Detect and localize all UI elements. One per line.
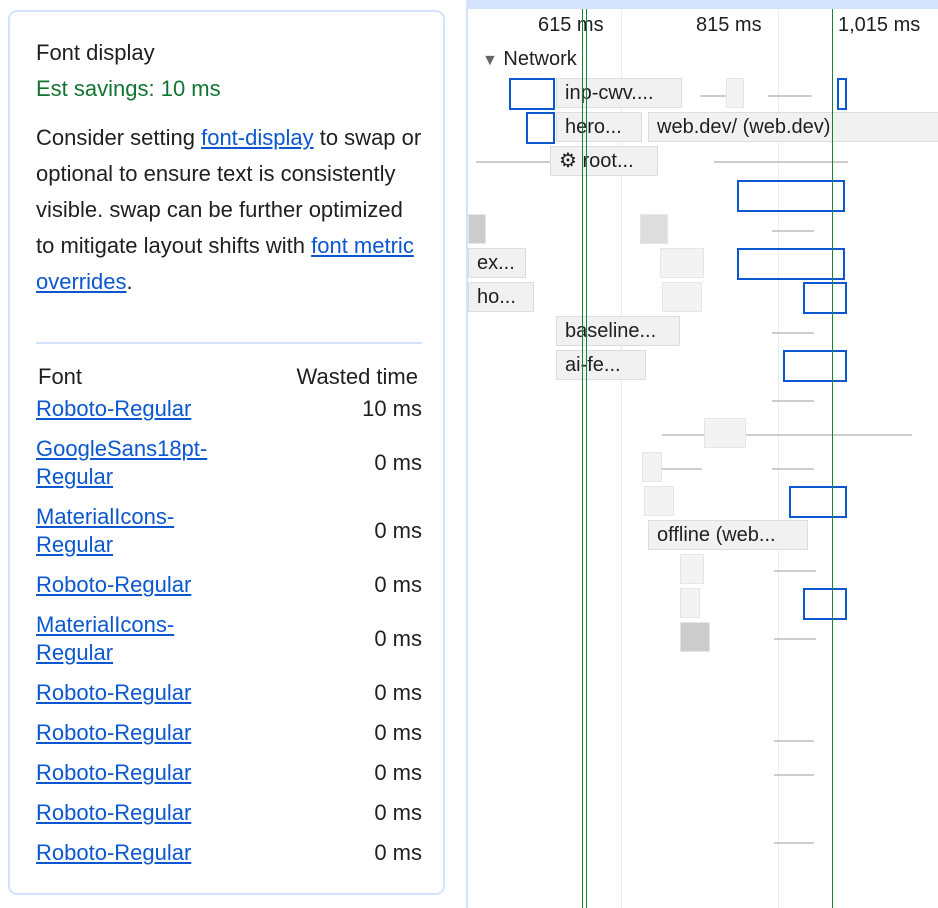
header-font: Font [38,364,83,389]
wasted-time: 0 ms [374,450,422,475]
font-request-highlight[interactable] [526,112,555,144]
gridline [621,9,622,908]
request-bar[interactable] [640,214,668,244]
request-whisker [772,230,814,232]
marker-line [832,9,833,908]
insight-panel: Font display Est savings: 10 ms Consider… [8,10,445,895]
font-request-highlight[interactable] [737,248,845,280]
request-bar[interactable]: inp-cwv.... [556,78,682,108]
font-display-link[interactable]: font-display [201,125,314,150]
insight-description: Consider setting font-display to swap or… [36,120,426,300]
desc-text: Consider setting [36,125,202,150]
request-bar[interactable] [644,486,674,516]
request-bar[interactable] [468,214,486,244]
marker-line [582,9,583,908]
overview-strip[interactable] [468,0,938,9]
request-bar[interactable]: ai-fe... [556,350,646,380]
wasted-time: 0 ms [374,680,422,705]
wasted-time: 0 ms [374,800,422,825]
request-bar[interactable] [680,554,704,584]
table-row: GoogleSans18pt-Regular 0 ms [36,435,422,491]
network-track-header[interactable]: ▼ Network [482,48,577,71]
desc-text: to swap or optional to ensure text is co… [36,125,422,258]
table-row: MaterialIcons-Regular 0 ms [36,503,422,559]
request-whisker [774,842,814,844]
request-whisker [700,95,728,97]
font-link[interactable]: Roboto-Regular [36,760,192,785]
wasted-time: 0 ms [374,720,422,745]
divider [36,342,422,344]
tick-label: 815 ms [696,14,762,36]
font-link[interactable]: Roboto-Regular [36,572,192,597]
request-whisker [662,434,912,436]
table-row: Roboto-Regular 0 ms [36,679,422,707]
request-bar[interactable]: ex... [468,248,526,278]
request-bar[interactable]: ho... [468,282,534,312]
timeline[interactable]: 615 ms 815 ms 1,015 ms ▼ Network inp-cwv… [466,0,938,908]
request-bar[interactable] [662,282,702,312]
marker-line [586,9,587,908]
request-bar[interactable]: web.dev/ (web.dev) [648,112,938,142]
table-row: Roboto-Regular 0 ms [36,839,422,867]
wasted-time: 10 ms [362,396,422,421]
request-bar[interactable]: baseline... [556,316,680,346]
request-whisker [774,638,816,640]
table-row: Roboto-Regular 0 ms [36,571,422,599]
font-link[interactable]: Roboto-Regular [36,680,192,705]
font-request-highlight[interactable] [737,180,845,212]
font-link[interactable]: Roboto-Regular [36,396,192,421]
font-metric-overrides-link[interactable]: font metric overrides [36,233,414,294]
gridline [778,9,779,908]
request-whisker [768,95,812,97]
wasted-time: 0 ms [374,518,422,543]
track-label: Network [503,48,577,70]
request-bar[interactable] [642,452,662,482]
table-row: Roboto-Regular 0 ms [36,719,422,747]
request-whisker [774,774,814,776]
font-request-highlight[interactable] [803,588,847,620]
request-whisker [772,468,814,470]
header-wasted-time: Wasted time [296,364,418,389]
tick-label: 615 ms [538,14,604,36]
est-savings: Est savings: 10 ms [36,76,221,101]
font-link[interactable]: Roboto-Regular [36,840,192,865]
request-bar[interactable] [704,418,746,448]
request-bar[interactable]: offline (web... [648,520,808,550]
request-whisker [476,161,556,163]
wasted-time: 0 ms [374,572,422,597]
font-request-highlight[interactable] [789,486,847,518]
request-whisker [772,332,814,334]
font-link[interactable]: MaterialIcons-Regular [36,504,175,557]
request-bar[interactable] [680,588,700,618]
request-whisker [714,161,848,163]
collapse-triangle-icon[interactable]: ▼ [482,52,498,69]
font-link[interactable]: Roboto-Regular [36,800,192,825]
request-bar[interactable] [726,78,744,108]
request-bar[interactable]: hero... [556,112,642,142]
font-link[interactable]: Roboto-Regular [36,720,192,745]
request-whisker [774,570,816,572]
font-request-highlight[interactable] [837,78,847,110]
font-request-highlight[interactable] [803,282,847,314]
insight-title: Font display [36,40,155,65]
request-whisker [772,400,814,402]
request-bar[interactable]: ⚙ root... [550,146,658,176]
table-row: Roboto-Regular 10 ms [36,395,422,423]
desc-text: . [126,269,133,294]
tick-label: 1,015 ms [838,14,921,36]
request-bar[interactable] [680,622,710,652]
font-link[interactable]: GoogleSans18pt-Regular [36,436,208,489]
wasted-time: 0 ms [374,760,422,785]
wasted-time: 0 ms [374,626,422,651]
wasted-time: 0 ms [374,840,422,865]
table-row: Roboto-Regular 0 ms [36,759,422,787]
font-request-highlight[interactable] [783,350,847,382]
font-request-highlight[interactable] [509,78,555,110]
font-link[interactable]: MaterialIcons-Regular [36,612,175,665]
request-whisker [662,468,702,470]
request-whisker [774,740,814,742]
table-row: MaterialIcons-Regular 0 ms [36,611,422,667]
table-row: Roboto-Regular 0 ms [36,799,422,827]
request-bar[interactable] [660,248,704,278]
